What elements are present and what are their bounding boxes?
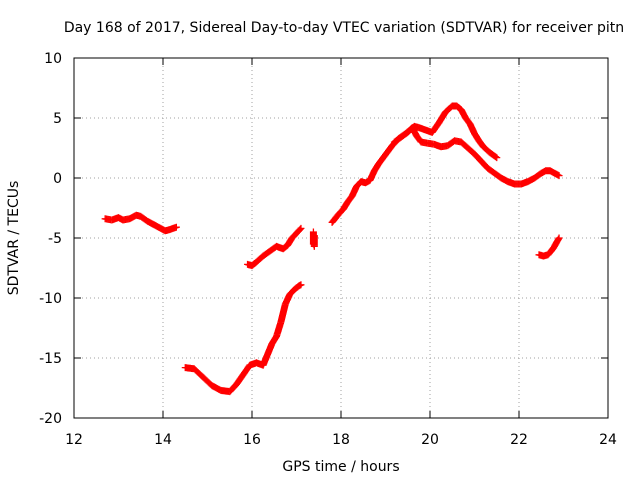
data-point-run [248,259,260,270]
data-point-run [413,132,424,145]
x-tick-label: 14 [154,432,172,448]
data-point-run [137,212,150,224]
y-tick-label: -20 [39,411,62,427]
data-point-run [286,287,297,298]
y-tick-label: -5 [48,231,62,247]
data-point-run [190,365,206,380]
data-point-run [486,149,500,161]
grid [74,58,608,418]
data-point-run [477,157,491,171]
y-axis-label: SDTVAR / TECUs [6,181,22,296]
data-point-run [272,319,285,340]
series-seg6 [390,124,563,188]
data-point-run [457,138,471,151]
x-tick-label: 24 [599,432,617,448]
data-point-run [462,114,473,127]
data-point-run [550,240,560,252]
data-point-run [226,381,240,396]
data-point-run [328,211,342,226]
y-tick-label: 0 [53,171,62,187]
data-point-run [464,144,478,157]
data-point-run [531,170,544,182]
data-point-run [484,164,497,176]
data-point-run [335,206,346,218]
data-point-run [199,373,215,389]
data-point-run [232,372,246,388]
series-seg1 [101,211,180,235]
data-point-run [544,248,554,259]
data-point-run [442,103,455,116]
series-seg7 [535,234,563,260]
x-tick-label: 16 [243,432,261,448]
y-tick-label: -10 [39,291,62,307]
x-tick-label: 18 [332,432,350,448]
y-tick-label: 10 [44,51,62,67]
data-point-run [397,129,411,141]
y-tick-label: 5 [53,111,62,127]
axis-ticks: 12 14 16 18 20 22 24 -20 -15 -10 -5 0 5 10 [39,51,617,448]
data-point-run [239,362,253,379]
data-point-run [375,155,387,168]
data-point-run [279,242,291,253]
data-point-run [428,120,442,136]
data-point [310,242,318,250]
series-seg3 [244,224,305,270]
x-tick-label: 22 [510,432,528,448]
data-point [555,234,563,242]
data-point-run [547,245,557,255]
chart-title: Day 168 of 2017, Sidereal Day-to-day VTE… [64,20,624,36]
data-point-run [344,193,355,206]
data-point-run [288,230,300,242]
y-tick-label: -15 [39,351,62,367]
data-point [555,172,563,180]
data-marks [101,102,563,396]
data-point [297,281,305,289]
data-point-run [552,235,562,247]
x-axis-label: GPS time / hours [282,459,399,475]
data-point [172,223,180,231]
data-point [297,224,305,232]
data-point-run [479,143,493,156]
data-point-run [390,134,404,146]
data-point-run [491,169,504,181]
data-point-run [295,281,304,290]
series-seg2 [181,281,305,396]
data-point-run [290,283,302,294]
series-seg4 [309,228,318,250]
data-point-run [475,137,487,150]
data-point-run [379,149,391,162]
data-point [493,154,501,162]
data-point-run [293,225,304,237]
data-point-run [259,248,273,260]
x-tick-label: 20 [421,432,439,448]
data-point-run [471,150,484,164]
x-tick-label: 12 [65,432,83,448]
data-point-run [384,143,395,156]
data-point-run [252,253,266,266]
data-point-run [453,102,464,113]
data-point-run [435,109,449,127]
